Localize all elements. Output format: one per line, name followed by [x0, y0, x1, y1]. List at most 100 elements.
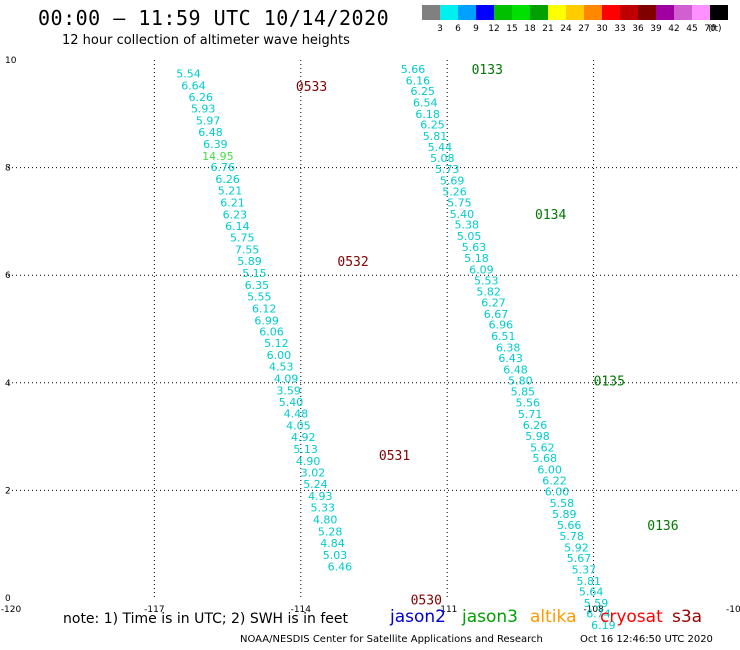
wave-height-value: 5.15 — [242, 267, 267, 280]
map-subtitle: 12 hour collection of altimeter wave hei… — [62, 33, 350, 48]
color-swatch — [512, 5, 530, 20]
wave-height-value: 6.16 — [406, 74, 431, 87]
x-tick-label: -105 — [726, 605, 740, 615]
wave-height-value: 5.92 — [564, 541, 589, 554]
wave-height-value: 6.38 — [496, 341, 521, 354]
wave-height-value: 5.28 — [318, 525, 343, 538]
wave-height-value: 4.09 — [274, 372, 299, 385]
wave-height-value: 5.78 — [559, 530, 584, 543]
wave-height-value: 5.73 — [435, 163, 460, 176]
color-swatch — [620, 5, 638, 20]
wave-height-value: 6.35 — [245, 279, 270, 292]
pass-number-label: 0532 — [337, 255, 368, 270]
y-tick-label: 10 — [5, 56, 17, 66]
pass-number-label: 0134 — [535, 208, 566, 223]
wave-height-value: 3.02 — [301, 467, 326, 480]
color-scale-label: 9 — [473, 24, 479, 34]
wave-height-value: 6.12 — [252, 303, 277, 316]
x-tick-label: -111 — [437, 605, 457, 615]
wave-height-value: 4.80 — [313, 513, 338, 526]
pass-number-label: 0135 — [594, 375, 625, 390]
color-scale-label: 15 — [506, 24, 518, 34]
wave-height-value: 5.68 — [533, 452, 558, 465]
wave-height-value: 5.03 — [323, 549, 348, 562]
wave-height-value: 5.71 — [518, 408, 543, 421]
wave-height-value: 6.76 — [210, 161, 235, 174]
color-scale-label: 18 — [524, 24, 536, 34]
x-tick-label: -114 — [291, 605, 312, 615]
credit-date: Oct 16 12:46:50 UTC 2020 — [580, 634, 713, 645]
satellite-jason2: jason2 — [390, 607, 446, 627]
wave-height-value: 6.25 — [411, 85, 436, 98]
wave-height-value: 5.40 — [450, 208, 475, 221]
pass-number-label: 0133 — [472, 63, 503, 78]
satellite-jason3: jason3 — [462, 607, 518, 627]
wave-height-value: 4.05 — [286, 419, 311, 432]
color-scale-label: 42 — [668, 24, 680, 34]
wave-height-value: 6.74 — [586, 608, 611, 621]
wave-height-value: 5.63 — [462, 241, 487, 254]
color-swatch — [548, 5, 566, 20]
wave-height-value: 5.44 — [428, 141, 453, 154]
pass-number-label: 0531 — [379, 449, 410, 464]
color-scale-label: 45 — [686, 24, 698, 34]
x-tick-label: -108 — [583, 605, 604, 615]
y-tick-label: 2 — [5, 486, 11, 496]
wave-height-value: 5.64 — [579, 586, 604, 599]
color-scale-label: 12 — [488, 24, 500, 34]
satellite-cryosat: cryosat — [600, 607, 663, 627]
wave-height-value: 5.89 — [237, 255, 262, 268]
color-swatch — [674, 5, 692, 20]
color-scale-label: 70 — [704, 24, 716, 34]
wave-height-value: 6.27 — [481, 297, 506, 310]
wave-height-value: 6.26 — [215, 173, 240, 186]
wave-height-value: 5.67 — [567, 552, 592, 565]
wave-height-value: 5.80 — [508, 375, 533, 388]
wave-height-value: 5.24 — [303, 478, 328, 491]
color-scale-label: 21 — [542, 24, 554, 34]
color-scale-label: 24 — [560, 24, 572, 34]
pass-labels: 0533 0532 0531 0530 0133 0134 0135 0136 — [296, 63, 679, 608]
wave-height-value: 5.33 — [311, 502, 336, 515]
wave-height-value: 4.92 — [291, 431, 316, 444]
wave-height-value: 5.40 — [279, 396, 304, 409]
wave-height-value: 5.18 — [464, 252, 489, 265]
color-scale-label: 30 — [596, 24, 608, 34]
wave-height-value: 4.48 — [284, 407, 309, 420]
wave-height-value: 5.75 — [447, 197, 472, 210]
wave-height-value: 5.26 — [442, 185, 467, 198]
wave-height-value: 6.51 — [491, 330, 516, 343]
color-scale-label: 33 — [614, 24, 626, 34]
pass-number-label: 0136 — [647, 519, 678, 534]
wave-height-value: 6.22 — [542, 475, 567, 488]
wave-height-value: 4.53 — [269, 361, 294, 374]
color-swatch — [656, 5, 674, 20]
wave-height-value: 6.48 — [198, 126, 223, 139]
wave-height-value: 14.95 — [202, 150, 234, 163]
wave-height-value: 6.00 — [267, 349, 292, 362]
wave-height-value: 5.37 — [572, 563, 597, 576]
x-tick-label: -120 — [1, 605, 22, 615]
wave-height-value: 6.18 — [415, 108, 440, 121]
pass-number-label: 0530 — [411, 594, 442, 609]
pass-number-label: 0533 — [296, 80, 327, 95]
wave-height-value: 6.00 — [545, 485, 570, 498]
note-text: note: 1) Time is in UTC; 2) SWH is in fe… — [63, 611, 349, 627]
wave-height-value: 6.96 — [489, 319, 514, 332]
wave-height-value: 5.66 — [401, 63, 426, 76]
wave-height-value: 6.48 — [503, 363, 528, 376]
y-tick-label: 4 — [5, 379, 11, 389]
wave-height-value: 5.58 — [550, 497, 575, 510]
color-scale-label: 36 — [632, 24, 644, 34]
wave-height-value: 4.93 — [308, 490, 333, 503]
wave-height-value: 4.90 — [296, 455, 321, 468]
wave-height-value: 6.19 — [591, 619, 616, 632]
wave-height-value: 5.59 — [584, 597, 609, 610]
wave-height-value: 4.84 — [320, 537, 345, 550]
wave-height-value: 5.69 — [440, 175, 465, 188]
wave-height-value: 5.62 — [530, 441, 555, 454]
wave-height-value: 3.59 — [276, 384, 301, 397]
wave-height-value: 5.08 — [430, 152, 455, 165]
wave-height-value: 5.12 — [264, 337, 289, 350]
